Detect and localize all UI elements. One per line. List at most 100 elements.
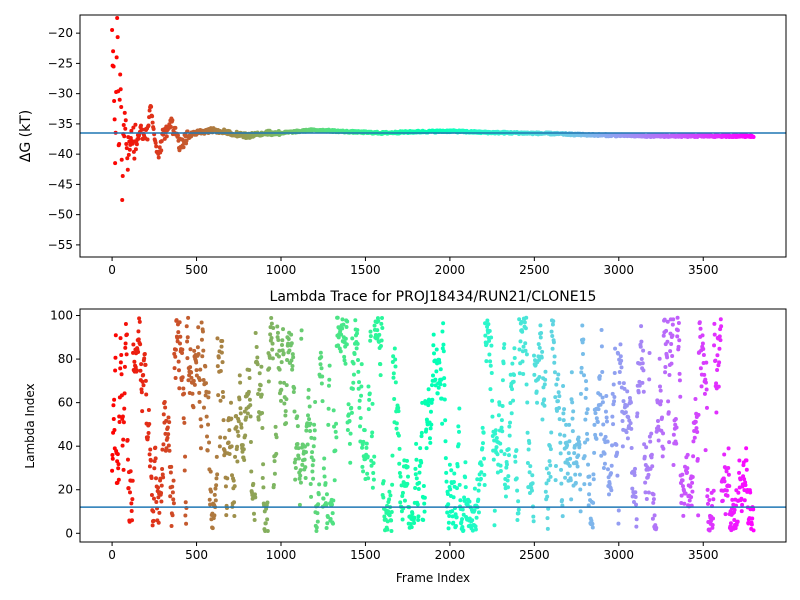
lambda-point bbox=[295, 414, 300, 419]
lambda-point bbox=[126, 486, 131, 491]
lambda-point bbox=[517, 317, 522, 322]
lambda-point bbox=[365, 454, 370, 459]
lambda-point bbox=[526, 447, 531, 452]
lambda-point bbox=[416, 514, 421, 519]
delta-g-y-tick-label: −25 bbox=[48, 56, 73, 70]
lambda-point bbox=[144, 392, 149, 397]
lambda-point bbox=[547, 459, 552, 464]
lambda-point bbox=[358, 424, 363, 429]
lambda-point bbox=[131, 350, 136, 355]
lambda-point bbox=[293, 477, 298, 482]
delta-g-point bbox=[111, 49, 116, 54]
lambda-point bbox=[120, 443, 125, 448]
delta-g-y-ticks: −20 −25 −30 −35 −40 −45 −50 −55 bbox=[48, 26, 80, 252]
lambda-point bbox=[399, 483, 404, 488]
lambda-point bbox=[163, 405, 168, 410]
lambda-y-tick-label: 20 bbox=[58, 483, 73, 497]
lambda-point bbox=[298, 473, 303, 478]
lambda-point bbox=[350, 386, 355, 391]
lambda-point bbox=[581, 337, 586, 342]
lambda-point bbox=[391, 354, 396, 359]
lambda-point bbox=[702, 391, 707, 396]
lambda-point bbox=[322, 474, 327, 479]
lambda-point bbox=[444, 479, 449, 484]
delta-g-point bbox=[123, 118, 128, 123]
lambda-point bbox=[347, 419, 352, 424]
lambda-point bbox=[488, 363, 493, 368]
lambda-point bbox=[159, 491, 164, 496]
lambda-point bbox=[396, 433, 401, 438]
lambda-point bbox=[651, 492, 656, 497]
lambda-point bbox=[416, 518, 421, 523]
lambda-point bbox=[146, 431, 151, 436]
lambda-point bbox=[561, 418, 566, 423]
lambda-point bbox=[723, 512, 728, 517]
lambda-point bbox=[537, 374, 542, 379]
lambda-point bbox=[487, 352, 492, 357]
lambda-point bbox=[177, 320, 182, 325]
lambda-point bbox=[450, 509, 455, 514]
lambda-point bbox=[679, 501, 684, 506]
lambda-point bbox=[598, 392, 603, 397]
lambda-point bbox=[439, 396, 444, 401]
lambda-point bbox=[356, 369, 361, 374]
lambda-trace-title: Lambda Trace for PROJ18434/RUN21/CLONE15 bbox=[270, 289, 597, 305]
lambda-point bbox=[248, 414, 253, 419]
lambda-point bbox=[716, 384, 721, 389]
lambda-point bbox=[151, 509, 156, 514]
lambda-point bbox=[267, 355, 272, 360]
lambda-point bbox=[575, 464, 580, 469]
lambda-point bbox=[236, 419, 241, 424]
lambda-point bbox=[419, 434, 424, 439]
lambda-point bbox=[592, 422, 597, 427]
lambda-point bbox=[687, 498, 692, 503]
lambda-point bbox=[334, 435, 339, 440]
lambda-point bbox=[113, 355, 118, 360]
lambda-point bbox=[627, 396, 632, 401]
lambda-point bbox=[173, 347, 178, 352]
lambda-point bbox=[614, 442, 619, 447]
lambda-point bbox=[582, 454, 587, 459]
lambda-point bbox=[169, 464, 174, 469]
lambda-point bbox=[444, 470, 449, 475]
lambda-point bbox=[530, 473, 535, 478]
lambda-point bbox=[446, 502, 451, 507]
lambda-point bbox=[451, 520, 456, 525]
lambda-point bbox=[527, 441, 532, 446]
lambda-point bbox=[227, 428, 232, 433]
lambda-point bbox=[183, 513, 188, 518]
lambda-point bbox=[308, 421, 313, 426]
lambda-point bbox=[309, 494, 314, 499]
lambda-point bbox=[276, 338, 281, 343]
lambda-point bbox=[450, 514, 455, 519]
lambda-point bbox=[705, 494, 710, 499]
lambda-point bbox=[396, 409, 401, 414]
lambda-point bbox=[751, 528, 756, 533]
lambda-point bbox=[267, 366, 272, 371]
lambda-point bbox=[457, 429, 462, 434]
lambda-point bbox=[670, 354, 675, 358]
lambda-point bbox=[365, 471, 370, 476]
lambda-point bbox=[511, 398, 516, 403]
lambda-point bbox=[235, 444, 240, 449]
lambda-point bbox=[276, 354, 281, 359]
lambda-point bbox=[675, 315, 680, 320]
lambda-point bbox=[442, 383, 447, 388]
lambda-point bbox=[234, 413, 239, 418]
lambda-point bbox=[714, 410, 719, 415]
lambda-point bbox=[555, 377, 560, 382]
lambda-point bbox=[117, 419, 122, 424]
lambda-point bbox=[453, 512, 458, 517]
lambda-point bbox=[739, 496, 744, 501]
lambda-point bbox=[582, 482, 587, 487]
lambda-point bbox=[503, 494, 508, 499]
lambda-point bbox=[356, 386, 361, 391]
lambda-point bbox=[284, 397, 289, 402]
lambda-point bbox=[296, 456, 301, 461]
lambda-point bbox=[280, 338, 285, 343]
delta-g-point bbox=[122, 134, 127, 139]
lambda-point bbox=[303, 465, 308, 470]
lambda-point bbox=[622, 386, 627, 391]
lambda-point bbox=[481, 430, 486, 435]
lambda-point bbox=[557, 406, 561, 411]
